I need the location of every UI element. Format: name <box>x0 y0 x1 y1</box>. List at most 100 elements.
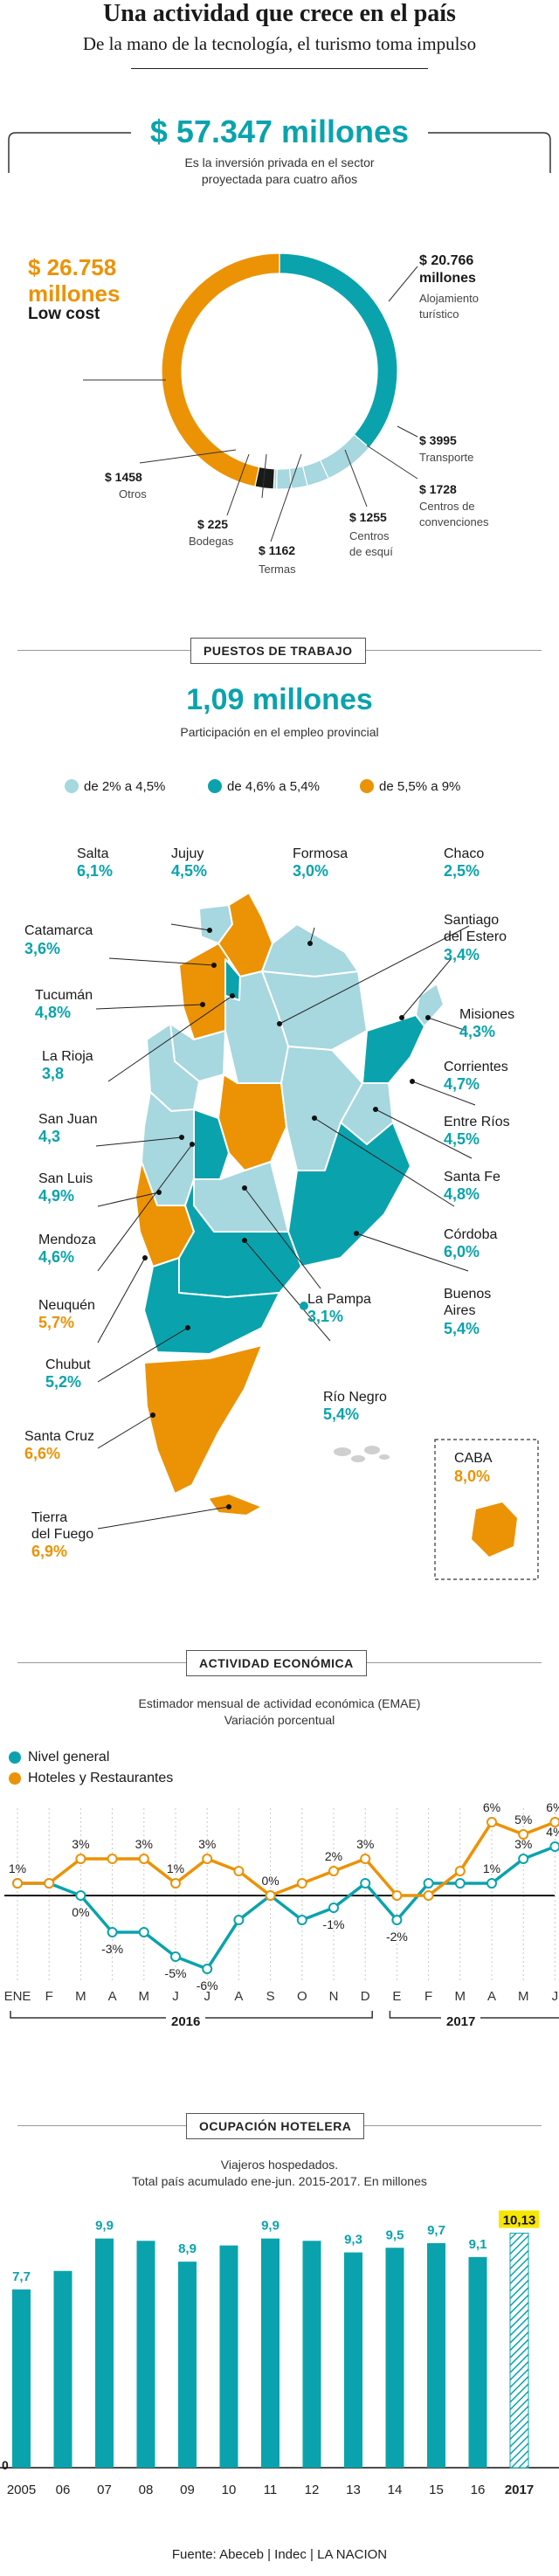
prov-cordoba-name: Córdoba <box>444 1227 498 1242</box>
donut-leader-line <box>366 445 418 480</box>
bar-10 <box>219 2245 238 2468</box>
bar-category-label: 2005 <box>7 2483 36 2497</box>
point-general <box>423 1878 434 1889</box>
data-label-general: 1% <box>483 1861 500 1875</box>
donut-leader-line <box>226 453 250 516</box>
employment-caption: Participación en el empleo provincial <box>180 725 379 739</box>
point-general <box>454 1878 466 1889</box>
prov-catamarca-value: 3,6% <box>24 940 61 957</box>
x-tick-label: A <box>108 1989 117 2004</box>
legend-label-mid: de 4,6% a 5,4% <box>227 779 320 794</box>
prov-sanjuan-value: 4,3 <box>38 1128 61 1145</box>
point-general <box>75 1890 86 1901</box>
prov-tdf-name1: Tierra <box>31 1510 68 1525</box>
prov-mendoza-name: Mendoza <box>38 1233 96 1247</box>
legend-dot-low <box>65 779 79 793</box>
point-hoteles <box>549 1817 559 1827</box>
header-divider <box>131 68 428 69</box>
low-cost-unit: millones <box>28 280 121 307</box>
bar-category-label: 07 <box>97 2483 112 2497</box>
argentina-map <box>95 892 539 1580</box>
point-general <box>296 1915 307 1925</box>
series-line-hoteles <box>17 1820 556 1897</box>
aloj-value: $ 20.766 <box>419 253 474 268</box>
prov-santiago-name1: Santiago <box>444 913 500 928</box>
data-label-hoteles: 5% <box>514 1813 532 1827</box>
esqui-label-1: Centros <box>349 529 390 542</box>
map-chubut <box>143 1257 280 1355</box>
x-tick-label: S <box>266 1989 275 2004</box>
data-label-hoteles: 3% <box>198 1837 216 1851</box>
esqui-label-2: de esquí <box>349 545 393 558</box>
prov-tdf-value: 6,9% <box>31 1543 68 1560</box>
year-label-2016: 2016 <box>166 2014 206 2029</box>
point-hoteles <box>328 1866 339 1876</box>
point-hoteles <box>170 1878 181 1889</box>
donut-leader-line <box>261 453 267 499</box>
prov-santacruz-name: Santa Cruz <box>24 1429 95 1444</box>
point-general <box>328 1903 339 1913</box>
point-general <box>107 1927 118 1937</box>
low-cost-value: $ 26.758 <box>28 254 117 280</box>
investment-bracket <box>8 132 551 173</box>
legend-dot-hoteles <box>9 1772 21 1785</box>
point-hoteles <box>202 1854 213 1864</box>
year-label-2017: 2017 <box>441 2014 481 2029</box>
bar-category-label: 15 <box>429 2483 444 2497</box>
map-caba <box>472 1502 517 1557</box>
point-hoteles <box>360 1854 371 1864</box>
donut-slice-low-cost <box>161 252 280 487</box>
point-hoteles <box>12 1878 23 1889</box>
x-tick-label: A <box>234 1989 243 2004</box>
convenciones-label-1: Centros de <box>419 500 475 513</box>
map-salta <box>217 892 273 977</box>
x-tick-label: F <box>45 1989 53 2004</box>
data-label-general: 0% <box>72 1905 89 1919</box>
prov-entrerios-name: Entre Ríos <box>444 1115 510 1129</box>
investment-donut-chart <box>83 252 418 542</box>
prov-chaco-name: Chaco <box>444 846 485 861</box>
legend-label-high: de 5,5% a 9% <box>379 779 461 794</box>
investment-caption-1: Es la inversión privada en el sector <box>184 155 375 169</box>
point-general <box>391 1915 403 1925</box>
prov-santiago-name2: del Estero <box>444 929 507 944</box>
data-label-general: -6% <box>197 1979 218 1992</box>
legend-dot-general <box>9 1751 21 1764</box>
map-formosa <box>261 923 359 977</box>
prov-santafe-name: Santa Fe <box>444 1170 500 1184</box>
point-hoteles <box>107 1854 118 1864</box>
series-line-general <box>17 1845 556 1971</box>
data-label-hoteles: 3% <box>72 1837 89 1851</box>
data-label-hoteles: 6% <box>546 1800 559 1814</box>
x-tick-label: A <box>487 1989 496 2004</box>
data-label-general: 4% <box>546 1825 559 1839</box>
prov-santacruz-value: 6,6% <box>24 1445 61 1462</box>
prov-buenosaires-name2: Aires <box>444 1303 476 1318</box>
bar-value-label: 9,3 <box>344 2233 362 2248</box>
termas-label: Termas <box>259 563 296 576</box>
point-hoteles <box>487 1817 497 1827</box>
bar-category-label: 2017 <box>505 2483 534 2497</box>
x-tick-label: O <box>297 1989 307 2004</box>
caba-inset-frame <box>434 1439 539 1580</box>
investment-total: $ 57.347 millones <box>149 114 410 149</box>
prov-salta-name: Salta <box>77 846 109 861</box>
prov-sanjuan-name: San Juan <box>38 1112 98 1127</box>
point-general <box>549 1841 559 1852</box>
x-tick-label: ENE <box>4 1989 31 2004</box>
donut-slice-alojamiento-tur-stico <box>279 252 398 449</box>
occupancy-caption-2: Total país acumulado ene-jun. 2015-2017.… <box>132 2174 427 2188</box>
point-hoteles <box>423 1890 434 1901</box>
employment-total: 1,09 millones <box>186 683 373 716</box>
prov-tdf-name2: del Fuego <box>31 1527 94 1542</box>
bar-category-label: 08 <box>139 2483 154 2497</box>
bar-07 <box>95 2238 114 2468</box>
transporte-label: Transporte <box>419 451 474 464</box>
map-corrientes <box>362 1014 425 1084</box>
bar-15 <box>427 2242 445 2468</box>
point-general <box>233 1915 245 1925</box>
activity-caption-1: Estimador mensual de actividad económica… <box>138 1696 421 1710</box>
data-label-hoteles: 3% <box>135 1837 153 1851</box>
bar-value-label: 9,9 <box>95 2219 114 2234</box>
data-label-general: -5% <box>165 1966 187 1980</box>
